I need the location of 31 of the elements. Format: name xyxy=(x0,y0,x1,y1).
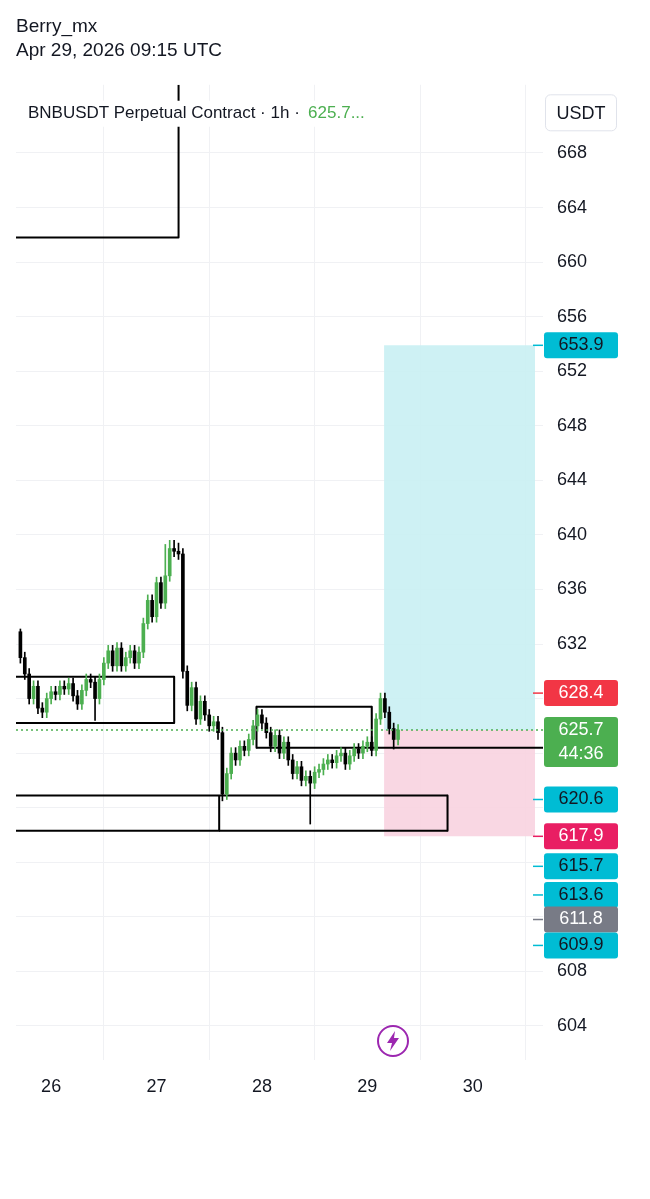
y-tick-label: 656 xyxy=(557,305,588,326)
ref-line-label: 611.8 xyxy=(559,908,603,929)
ref-line-label: 613.6 xyxy=(558,883,604,904)
y-tick-label: 640 xyxy=(557,523,588,544)
y-tick-label: 660 xyxy=(557,251,588,272)
text: Berry_mx xyxy=(16,14,99,38)
y-tick-label: 664 xyxy=(557,196,588,217)
ref-line-label: 628.4 xyxy=(558,682,604,703)
x-tick-label: 29 xyxy=(357,1075,378,1096)
ref-line-label: 653.9 xyxy=(558,334,604,355)
y-tick-label: 644 xyxy=(557,469,588,490)
y-tick-label: 652 xyxy=(557,360,588,381)
y-tick-label: 668 xyxy=(557,141,588,162)
y-tick-label: 648 xyxy=(557,414,588,435)
ref-line-label: 620.6 xyxy=(558,788,604,809)
x-tick-label: 28 xyxy=(251,1075,272,1096)
ref-line-label: 609.9 xyxy=(558,934,604,955)
y-tick-label: 608 xyxy=(557,960,588,981)
text: BNBUSDT Perpetual Contract · 1h · xyxy=(28,103,300,123)
y-axis-title: USDT xyxy=(556,102,606,123)
ref-line-label: 625.7 44:36 xyxy=(558,718,604,763)
y-tick-label: 632 xyxy=(557,632,588,653)
x-tick-label: 26 xyxy=(41,1075,62,1096)
y-tick-label: 636 xyxy=(557,578,588,599)
x-tick-label: 27 xyxy=(146,1075,167,1096)
text: Apr 29, 2026 09:15 UTC xyxy=(16,38,222,62)
ref-line-label: 617.9 xyxy=(558,825,604,846)
y-tick-label: 604 xyxy=(557,1014,588,1035)
annotation: 625.7... xyxy=(308,103,365,123)
ref-line-label: 615.7 xyxy=(558,855,604,876)
x-tick-label: 30 xyxy=(462,1075,483,1096)
